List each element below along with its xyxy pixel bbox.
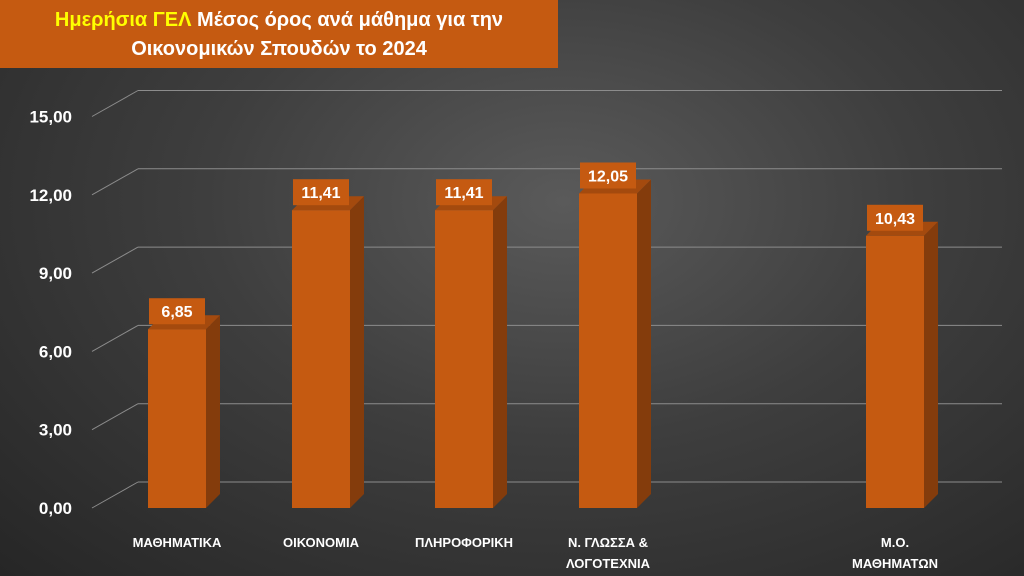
x-tick-label: ΜΑΘΗΜΑΤΙΚΑ xyxy=(133,535,222,550)
data-label-box xyxy=(436,179,492,206)
data-label-box xyxy=(867,204,923,231)
gridline-diagonal xyxy=(91,90,139,117)
x-tick-label: ΠΛΗΡΟΦΟΡΙΚΗ xyxy=(415,535,513,550)
y-tick-label: 0,00 xyxy=(39,499,72,518)
y-tick-label: 3,00 xyxy=(39,421,72,440)
bar xyxy=(866,235,924,509)
y-tick-label: 15,00 xyxy=(29,108,72,127)
x-tick-label: Ν. ΓΛΩΣΣΑ & xyxy=(568,535,648,550)
bar-side xyxy=(206,315,220,508)
y-tick-label: 12,00 xyxy=(29,186,72,205)
data-label-box xyxy=(293,179,349,206)
chart-title: Ημερήσια ΓΕΛ Μέσος όρος ανά μάθημα για τ… xyxy=(0,0,558,68)
bar-side xyxy=(924,221,938,509)
bar xyxy=(292,210,350,508)
data-label-box xyxy=(149,298,205,325)
data-label: 12,05 xyxy=(588,168,628,185)
x-tick-label: ΜΑΘΗΜΑΤΩΝ xyxy=(852,556,938,571)
data-label: 6,85 xyxy=(161,304,192,321)
x-tick-label: Μ.Ο. xyxy=(881,535,909,550)
gridline-diagonal xyxy=(91,246,139,274)
x-tick-label: ΛΟΓΟΤΕΧΝΙΑ xyxy=(566,556,651,571)
bar xyxy=(579,193,637,508)
title-line2: Οικονομικών Σπουδών το 2024 xyxy=(131,38,427,60)
data-label-box xyxy=(580,162,636,189)
data-label: 11,41 xyxy=(301,185,340,202)
bar-side xyxy=(350,196,364,508)
gridline-diagonal xyxy=(91,403,139,431)
bar-side xyxy=(493,196,507,508)
y-tick-label: 9,00 xyxy=(39,264,72,283)
title-line1: Μέσος όρος ανά μάθημα για την xyxy=(191,9,504,31)
gridline-diagonal xyxy=(91,481,139,509)
title-highlight: Ημερήσια ΓΕΛ xyxy=(54,9,192,31)
gridline-diagonal xyxy=(91,324,139,352)
bar xyxy=(148,329,206,508)
bar-side xyxy=(637,179,651,508)
data-label: 10,43 xyxy=(875,211,915,228)
y-tick-label: 6,00 xyxy=(39,342,72,361)
x-tick-label: ΟΙΚΟΝΟΜΙΑ xyxy=(283,535,360,550)
gridline-diagonal xyxy=(91,168,139,196)
data-label: 11,41 xyxy=(444,185,483,202)
bar xyxy=(435,210,493,508)
